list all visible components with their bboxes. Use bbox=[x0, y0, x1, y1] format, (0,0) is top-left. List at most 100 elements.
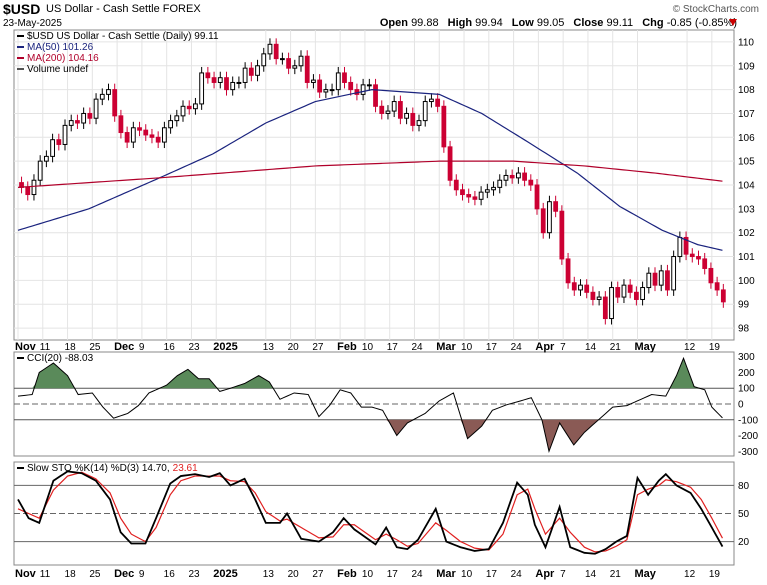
candle-body bbox=[217, 77, 223, 83]
cci-axis-tick: -300 bbox=[738, 447, 758, 458]
cci-axis-tick: 300 bbox=[738, 352, 755, 363]
x-axis-tick: 18 bbox=[65, 342, 77, 353]
candle-body bbox=[298, 55, 304, 67]
candle-body bbox=[186, 105, 192, 110]
candle-body bbox=[689, 253, 695, 258]
candle-body bbox=[311, 79, 316, 83]
candle-body bbox=[130, 127, 136, 143]
candle-body bbox=[540, 208, 546, 234]
candle-body bbox=[137, 127, 142, 131]
candle-body bbox=[460, 189, 465, 196]
candle-body bbox=[118, 115, 124, 134]
sto-legend-d-label: 23.61 bbox=[173, 463, 198, 474]
price-legend-label: MA(50) 101.26 bbox=[27, 42, 94, 53]
candle-body bbox=[528, 179, 534, 186]
x-axis-tick: May bbox=[635, 568, 657, 580]
price-axis-tick: 99 bbox=[738, 300, 750, 311]
candle-body bbox=[404, 112, 409, 119]
x-axis-tick: 12 bbox=[684, 342, 696, 353]
candle-body bbox=[590, 291, 596, 300]
x-axis-tick: Feb bbox=[337, 341, 357, 353]
candle-body bbox=[373, 84, 378, 107]
x-axis-tick: 23 bbox=[188, 342, 200, 353]
candle-body bbox=[56, 139, 62, 145]
price-axis-tick: 101 bbox=[738, 252, 755, 263]
copyright-label: © StockCharts.com bbox=[672, 4, 759, 15]
x-axis-tick: 2025 bbox=[213, 341, 237, 353]
ohlc-summary: Open 99.88 High 99.94 Low 99.05 Close 99… bbox=[374, 17, 737, 29]
price-axis-tick: 98 bbox=[738, 324, 750, 335]
x-axis-tick: 14 bbox=[585, 342, 597, 353]
candle-body bbox=[435, 98, 441, 107]
price-legend-label: Volume undef bbox=[27, 64, 88, 75]
candle-body bbox=[584, 284, 590, 293]
candle-body bbox=[211, 77, 217, 83]
cci-oversold-fill bbox=[18, 419, 723, 452]
candle-body bbox=[81, 112, 87, 124]
x-axis-tick: 16 bbox=[164, 569, 176, 580]
x-axis-tick: 23 bbox=[188, 569, 200, 580]
x-axis-tick: 24 bbox=[511, 569, 523, 580]
chg-value: -0.85 (-0.85%) bbox=[666, 17, 737, 29]
candle-body bbox=[379, 105, 385, 114]
candle-body bbox=[317, 79, 323, 93]
candle-body bbox=[236, 81, 242, 84]
candle-body bbox=[466, 194, 472, 198]
candle-body bbox=[93, 98, 99, 119]
candle-body bbox=[484, 189, 490, 193]
x-axis-tick: 2025 bbox=[213, 568, 237, 580]
cci-axis-tick: 0 bbox=[738, 400, 744, 411]
x-axis-tick: Dec bbox=[114, 341, 134, 353]
x-axis-tick: Nov bbox=[15, 341, 37, 353]
cci-axis-tick: 200 bbox=[738, 368, 755, 379]
candle-body bbox=[565, 258, 571, 284]
price-axis-tick: 105 bbox=[738, 157, 755, 168]
candle-body bbox=[497, 179, 503, 188]
candle-body bbox=[43, 155, 49, 162]
candle-body bbox=[106, 89, 111, 95]
x-axis-tick: Mar bbox=[436, 341, 456, 353]
cci-axis-tick: -100 bbox=[738, 415, 758, 426]
candle-body bbox=[279, 58, 285, 61]
x-axis-tick: 12 bbox=[684, 569, 696, 580]
candle-body bbox=[646, 272, 652, 289]
candle-body bbox=[658, 270, 664, 286]
x-axis-tick: 21 bbox=[610, 569, 622, 580]
candle-body bbox=[441, 105, 447, 148]
x-axis-tick: 10 bbox=[362, 342, 374, 353]
x-axis-tick: 7 bbox=[560, 569, 566, 580]
price-axis-tick: 104 bbox=[738, 181, 755, 192]
x-axis-tick: 10 bbox=[461, 569, 473, 580]
price-axis-tick: 100 bbox=[738, 276, 755, 287]
candle-body bbox=[230, 81, 236, 91]
candle-body bbox=[447, 146, 453, 181]
cci-axis-tick: -200 bbox=[738, 431, 758, 442]
candle-body bbox=[596, 296, 602, 300]
candle-body bbox=[224, 77, 229, 91]
candle-body bbox=[478, 191, 484, 200]
sto-legend-label: Slow STO %K(14) %D(3) 14.70, bbox=[27, 463, 170, 474]
price-axis-tick: 108 bbox=[738, 85, 755, 96]
price-axis-tick: 109 bbox=[738, 61, 755, 72]
candle-body bbox=[112, 89, 118, 117]
open-value: 99.88 bbox=[411, 17, 439, 29]
candle-body bbox=[397, 101, 403, 119]
candle-body bbox=[304, 55, 310, 83]
candle-body bbox=[68, 120, 74, 126]
candle-body bbox=[534, 184, 540, 210]
candle-body bbox=[342, 72, 347, 83]
price-axis-tick: 103 bbox=[738, 204, 755, 215]
x-axis-tick: Nov bbox=[15, 568, 37, 580]
x-axis-tick: 20 bbox=[288, 342, 300, 353]
candle-body bbox=[671, 256, 677, 291]
candle-body bbox=[242, 67, 248, 83]
x-axis-tick: 25 bbox=[89, 342, 101, 353]
candle-body bbox=[509, 174, 515, 179]
candle-body bbox=[385, 110, 391, 114]
down-arrow-icon bbox=[729, 19, 737, 26]
x-axis-tick: 13 bbox=[263, 342, 275, 353]
candle-body bbox=[323, 89, 329, 93]
candle-body bbox=[602, 296, 608, 320]
candle-body bbox=[491, 186, 496, 191]
candle-body bbox=[720, 289, 726, 303]
